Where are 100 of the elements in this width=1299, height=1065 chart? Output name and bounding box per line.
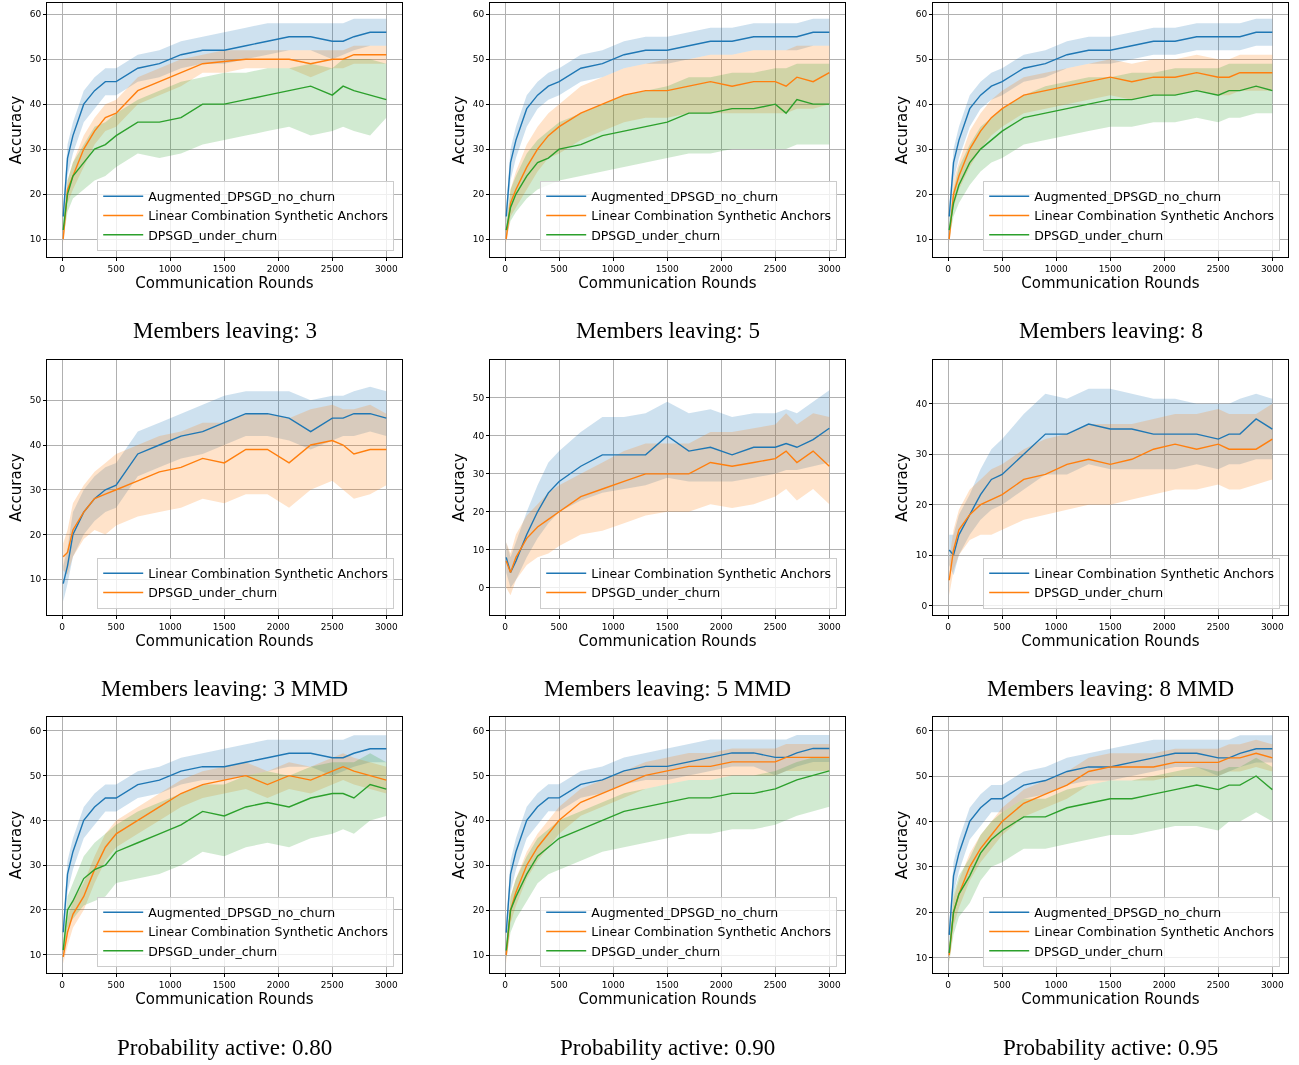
y-tick-label: 10 xyxy=(915,550,928,561)
x-tick-label: 0 xyxy=(502,263,509,274)
x-axis-title: Communication Rounds xyxy=(1021,989,1200,1008)
line-series xyxy=(948,418,1274,556)
y-tick-label: 10 xyxy=(915,952,928,963)
x-tick-label: 500 xyxy=(550,979,569,990)
y-tick-label: 0 xyxy=(921,600,928,611)
x-tick-label: 1000 xyxy=(158,621,182,632)
x-axis-title: Communication Rounds xyxy=(578,989,757,1008)
x-axis-title: Communication Rounds xyxy=(135,273,314,292)
legend-label: Linear Combination Synthetic Anchors xyxy=(148,208,389,224)
text: Members leaving: 5 MMD xyxy=(544,676,792,701)
y-tick-label: 30 xyxy=(29,484,42,495)
y-tick-label: 30 xyxy=(915,861,928,872)
legend-label: Augmented_DPSGD_no_churn xyxy=(148,189,336,205)
x-tick-label: 1000 xyxy=(601,621,625,632)
y-tick-label: 60 xyxy=(29,726,42,737)
y-tick-label: 40 xyxy=(29,440,42,451)
y-axis-title: Accuracy xyxy=(7,453,25,522)
x-tick-label: 500 xyxy=(550,621,569,632)
x-tick-label: 3000 xyxy=(1260,621,1285,632)
legend-label: Augmented_DPSGD_no_churn xyxy=(1034,905,1222,921)
y-tick-label: 60 xyxy=(915,9,928,20)
x-tick-label: 2500 xyxy=(320,621,345,632)
x-tick-label: 3000 xyxy=(374,979,399,990)
x-tick-label: 500 xyxy=(993,263,1012,274)
x-tick-label: 2500 xyxy=(320,263,345,274)
x-tick-label: 1500 xyxy=(212,621,236,632)
x-tick-label: 1000 xyxy=(1044,621,1068,632)
x-tick-label: 1500 xyxy=(212,979,236,990)
legend-label: DPSGD_under_churn xyxy=(1034,943,1164,959)
y-tick-label: 30 xyxy=(472,860,485,871)
x-axis-title: Communication Rounds xyxy=(135,631,314,650)
x-tick-label: 2500 xyxy=(763,263,788,274)
x-tick-label: 0 xyxy=(945,621,952,632)
x-tick-label: 1000 xyxy=(1044,979,1068,990)
x-tick-label: 0 xyxy=(59,263,66,274)
x-axis-title: Communication Rounds xyxy=(1021,631,1200,650)
y-tick-label: 20 xyxy=(472,905,485,916)
x-tick-label: 500 xyxy=(107,263,126,274)
x-tick-label: 500 xyxy=(993,979,1012,990)
x-tick-label: 1500 xyxy=(1098,621,1122,632)
legend-label: DPSGD_under_churn xyxy=(148,585,278,601)
legend-label: Linear Combination Synthetic Anchors xyxy=(591,924,832,940)
y-tick-label: 10 xyxy=(915,234,928,245)
x-tick-label: 2500 xyxy=(763,621,788,632)
legend-label: Augmented_DPSGD_no_churn xyxy=(591,189,779,205)
x-tick-label: 2000 xyxy=(266,621,290,632)
y-tick-label: 50 xyxy=(472,54,485,65)
legend-label: DPSGD_under_churn xyxy=(591,943,721,959)
text: Members leaving: 8 MMD xyxy=(987,676,1235,701)
y-tick-label: 20 xyxy=(29,189,42,200)
x-tick-label: 3000 xyxy=(817,979,842,990)
legend-label: Augmented_DPSGD_no_churn xyxy=(148,905,336,921)
x-tick-label: 1000 xyxy=(158,979,182,990)
y-tick-label: 0 xyxy=(478,582,485,593)
x-axis-title: Communication Rounds xyxy=(578,631,757,650)
y-tick-label: 20 xyxy=(29,905,42,916)
y-axis-title: Accuracy xyxy=(7,95,25,165)
x-tick-label: 0 xyxy=(502,621,509,632)
y-tick-label: 10 xyxy=(472,544,485,555)
y-tick-label: 40 xyxy=(472,99,485,110)
y-tick-label: 20 xyxy=(472,189,485,200)
legend-label: Linear Combination Synthetic Anchors xyxy=(591,208,832,224)
y-tick-label: 50 xyxy=(472,393,485,404)
x-tick-label: 500 xyxy=(107,979,126,990)
y-tick-label: 50 xyxy=(29,770,42,781)
y-tick-label: 20 xyxy=(915,907,928,918)
y-tick-label: 50 xyxy=(915,54,928,65)
x-tick-label: 3000 xyxy=(817,263,842,274)
x-tick-label: 3000 xyxy=(817,621,842,632)
y-tick-label: 10 xyxy=(29,234,42,245)
legend-label: Augmented_DPSGD_no_churn xyxy=(591,905,779,921)
x-tick-label: 2500 xyxy=(320,979,345,990)
x-axis-title: Communication Rounds xyxy=(135,989,314,1008)
y-tick-label: 40 xyxy=(915,99,928,110)
x-tick-label: 500 xyxy=(550,263,569,274)
x-tick-label: 0 xyxy=(945,979,952,990)
legend-label: DPSGD_under_churn xyxy=(1034,227,1164,243)
y-tick-label: 30 xyxy=(29,860,42,871)
line-series xyxy=(62,85,388,231)
legend-label: DPSGD_under_churn xyxy=(148,227,278,243)
x-tick-label: 1500 xyxy=(1098,263,1122,274)
legend-label: Linear Combination Synthetic Anchors xyxy=(1034,566,1275,582)
text: Probability active: 0.90 xyxy=(560,1035,776,1060)
y-tick-label: 50 xyxy=(29,54,42,65)
x-tick-label: 0 xyxy=(59,621,66,632)
line-series xyxy=(62,439,388,558)
y-tick-label: 30 xyxy=(472,144,485,155)
x-tick-label: 0 xyxy=(59,979,66,990)
x-axis-title: Communication Rounds xyxy=(578,273,757,292)
x-tick-label: 1000 xyxy=(1044,263,1068,274)
x-tick-label: 0 xyxy=(945,263,952,274)
y-tick-label: 60 xyxy=(29,9,42,20)
x-tick-label: 1000 xyxy=(601,979,625,990)
y-tick-label: 40 xyxy=(472,815,485,826)
line-series xyxy=(948,438,1274,581)
x-tick-label: 2000 xyxy=(1152,621,1176,632)
legend-label: DPSGD_under_churn xyxy=(591,585,721,601)
y-tick-label: 40 xyxy=(29,99,42,110)
